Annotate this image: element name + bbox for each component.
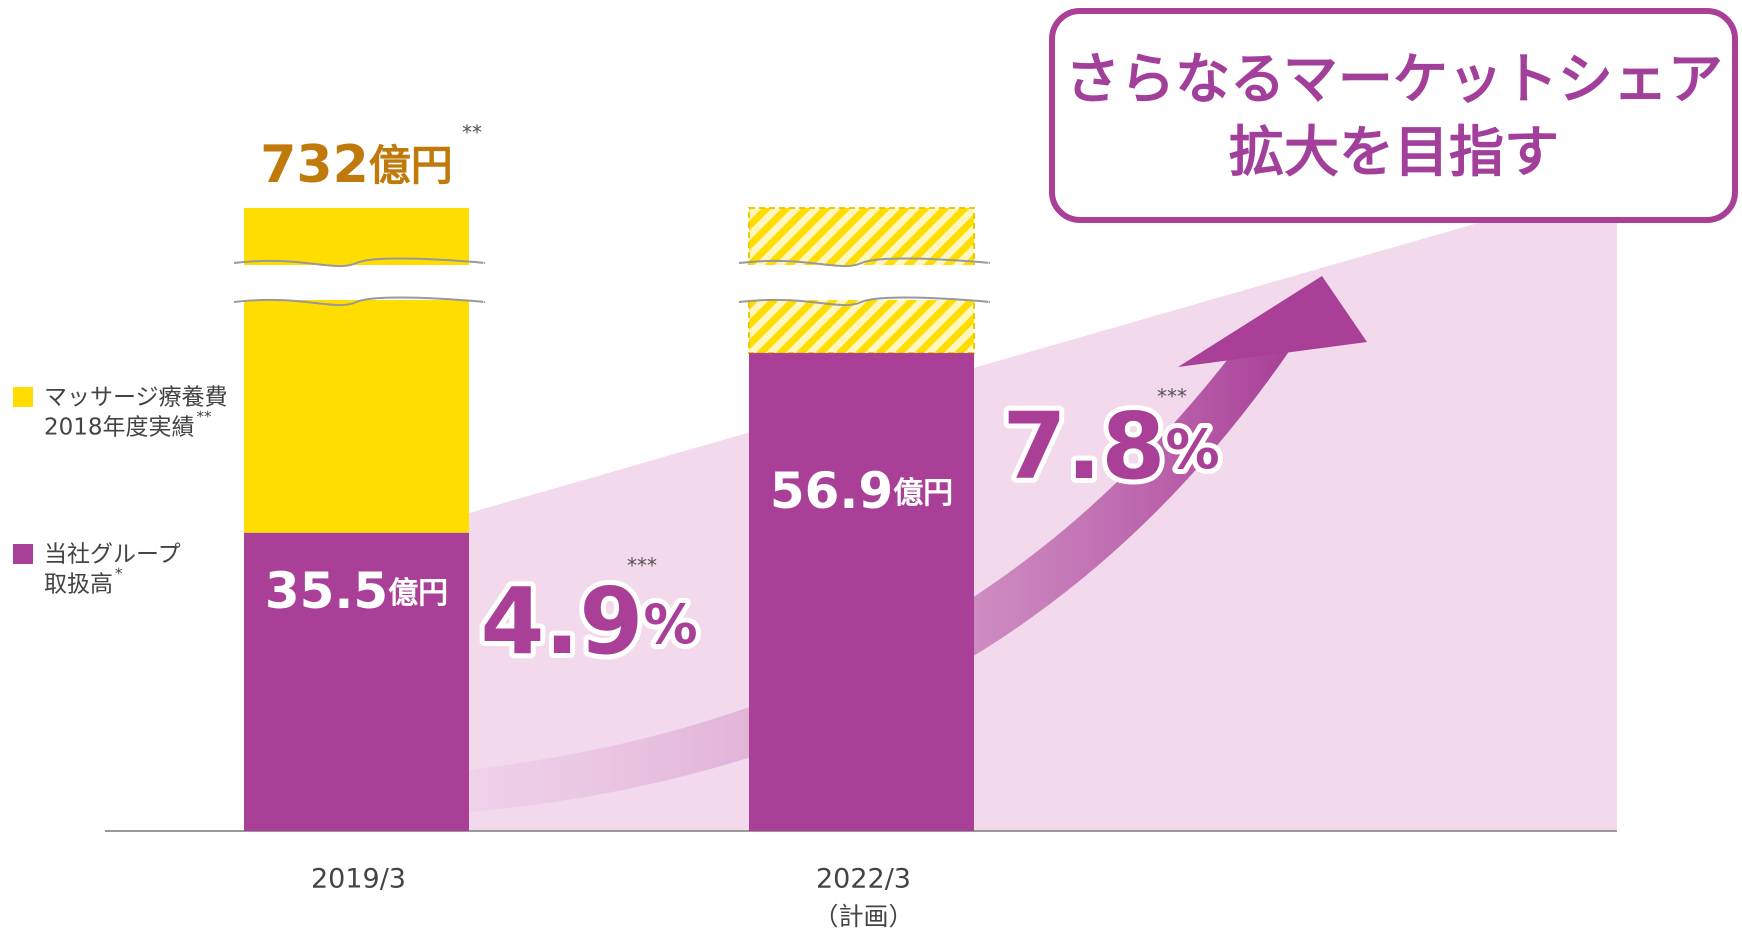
bar-value-label: 35.5億円 [265, 562, 448, 620]
label-unit: % [1165, 418, 1219, 481]
bar [244, 532, 469, 831]
break-line [738, 296, 991, 307]
market-bar [244, 208, 469, 533]
legend-note: ** [197, 408, 213, 426]
break-line [233, 257, 486, 268]
axis-break [234, 265, 479, 300]
legend-label: 当社グループ [44, 542, 181, 568]
market-note: ** [462, 121, 482, 145]
market-value-label: 732億円 [260, 135, 453, 195]
x-tick-label: 2019/3 [311, 864, 406, 895]
bar-value-label: 56.9億円 [770, 462, 953, 520]
legend-label: 取扱高 [44, 572, 113, 598]
growth-arrow [469, 330, 1290, 812]
label-number: 56.9 [770, 462, 893, 520]
share-area [469, 183, 1617, 831]
x-tick-note: （計画） [813, 902, 913, 931]
label-unit: 億円 [893, 476, 953, 511]
break-line [738, 257, 991, 268]
label-number: 732 [260, 135, 369, 195]
label-number: 35.5 [265, 562, 388, 620]
label-unit: % [643, 593, 697, 656]
arrow-head [1178, 276, 1367, 367]
label-number: 7.8 [1002, 393, 1165, 500]
share-note: *** [1157, 385, 1187, 409]
label-unit: 億円 [388, 576, 448, 611]
callout-box [1049, 8, 1738, 223]
legend-swatch [13, 544, 33, 564]
share-note: *** [627, 554, 657, 578]
break-line [233, 296, 486, 307]
label-number: 4.9 [480, 568, 643, 675]
callout-text: 拡大を目指す [1229, 120, 1559, 184]
x-tick-label: 2022/3 [816, 864, 911, 895]
axis-break [739, 265, 984, 300]
legend-swatch [13, 387, 33, 407]
bar [749, 353, 974, 831]
legend-label: 2018年度実績 [44, 415, 195, 441]
callout-text: さらなるマーケットシェア [1065, 47, 1723, 111]
legend-label: マッサージ療養費 [44, 385, 228, 411]
legend-note: * [115, 565, 123, 583]
share-label: 7.8% [1002, 393, 1219, 500]
share-label: 4.9% [480, 568, 697, 675]
label-unit: 億円 [369, 141, 453, 190]
